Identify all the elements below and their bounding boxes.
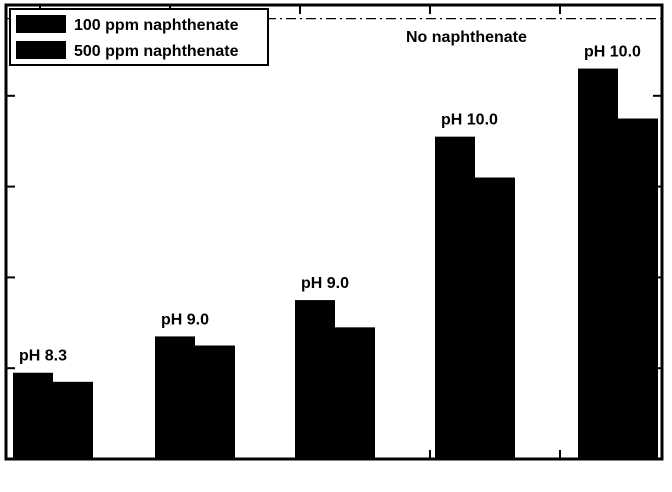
legend: 100 ppm naphthenate 500 ppm naphthenate (9, 8, 269, 66)
bar-100ppm-group-2 (155, 336, 195, 459)
bars (13, 68, 658, 459)
bar-100ppm-group-4 (435, 136, 475, 459)
legend-swatch-100ppm (16, 15, 66, 33)
bar-500ppm-group-1 (53, 381, 93, 459)
bar-500ppm-group-5 (618, 118, 658, 459)
group-label-5: pH 10.0 (584, 44, 641, 61)
bar-500ppm-group-3 (335, 327, 375, 459)
group-label-2: pH 9.0 (161, 311, 209, 328)
group-labels: pH 8.3 pH 9.0 pH 9.0 pH 10.0 pH 10.0 (19, 44, 641, 365)
reference-line-label: No naphthenate (406, 29, 527, 46)
group-label-1: pH 8.3 (19, 348, 67, 365)
bar-100ppm-group-3 (295, 300, 335, 459)
bar-500ppm-group-2 (195, 345, 235, 459)
legend-swatch-500ppm (16, 41, 66, 59)
bar-500ppm-group-4 (475, 177, 515, 459)
bar-100ppm-group-1 (13, 372, 53, 459)
bar-100ppm-group-5 (578, 68, 618, 459)
group-label-4: pH 10.0 (441, 112, 498, 129)
group-label-3: pH 9.0 (301, 275, 349, 292)
legend-label-500ppm: 500 ppm naphthenate (74, 43, 239, 60)
legend-label-100ppm: 100 ppm naphthenate (74, 17, 239, 34)
